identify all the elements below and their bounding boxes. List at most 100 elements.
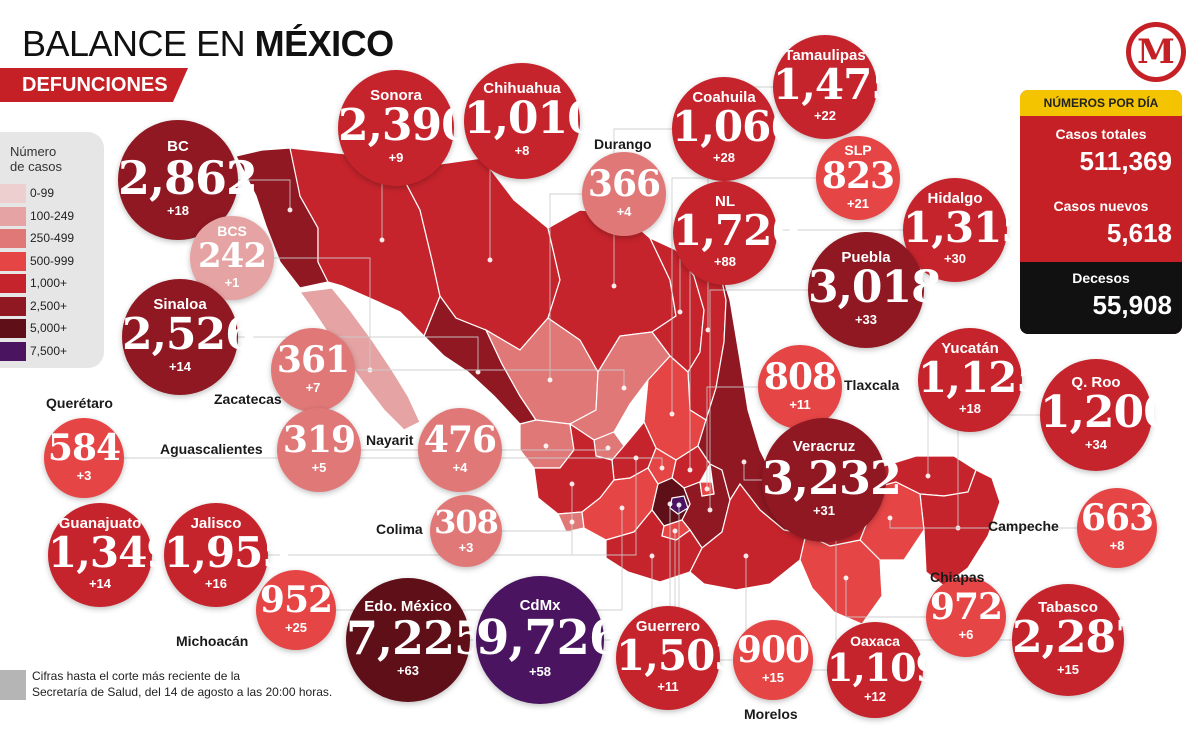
daily-increase: +9 [388, 149, 404, 165]
death-count: 366 [587, 162, 661, 205]
leader-dot-puebla [707, 507, 713, 513]
state-label-chiapas: Chiapas [930, 569, 985, 585]
death-count: 1,200 [1040, 386, 1174, 438]
state-label-morelos: Morelos [744, 706, 798, 722]
state-label-nayarit: Nayarit [366, 432, 414, 448]
death-count: 808 [763, 355, 837, 398]
state-bubble-cdmx: CdMx 9,726 +58 [476, 576, 622, 704]
state-bubble-queretaro: 584 +3 [44, 418, 124, 498]
daily-increase: +1 [224, 275, 240, 291]
daily-increase: +7 [305, 379, 321, 395]
daily-increase: +18 [958, 400, 982, 416]
state-bubble-guerrero: Guerrero 1,503 +11 [616, 606, 744, 710]
legend-label: 0-99 [30, 186, 55, 200]
legend-label: 7,500+ [30, 343, 68, 358]
panel-header: NÚMEROS POR DÍA [1020, 90, 1182, 116]
state-bubble-morelos: 900 +15 [733, 620, 813, 700]
state-bubble-aguascalientes: 319 +5 [277, 408, 361, 492]
state-name: Sinaloa [153, 295, 207, 313]
daily-increase: +12 [863, 689, 887, 705]
state-bubble-bcs: BCS 242 +1 [190, 216, 274, 300]
death-count: 972 [929, 585, 1003, 628]
state-name: Tabasco [1038, 598, 1098, 616]
death-count: 308 [434, 503, 499, 542]
leader-line-queretaro [84, 457, 663, 468]
death-count: 3,018 [808, 261, 942, 313]
state-name: Chihuahua [483, 79, 561, 97]
legend-item: 100-249 [0, 206, 104, 229]
state-name: Jalisco [190, 514, 242, 532]
legend-title: Número de casos [10, 144, 63, 174]
state-name: Yucatán [941, 339, 999, 357]
leader-dot-sonora [379, 237, 385, 243]
daily-increase: +21 [846, 196, 870, 212]
leader-line-sinaloa [180, 336, 479, 372]
daily-increase: +31 [812, 502, 836, 518]
state-bubble-tabasco: Tabasco 2,287 +15 [1012, 584, 1146, 696]
death-count: 476 [423, 418, 497, 461]
state-bubble-jalisco: Jalisco 1,955 +16 [164, 503, 292, 607]
death-count: 2,862 [118, 150, 258, 205]
death-count: 1,125 [918, 352, 1046, 402]
death-count: 9,726 [476, 609, 622, 666]
leader-dot-hidalgo [687, 467, 693, 473]
legend-item: 250-499 [0, 229, 104, 251]
death-count: 1,955 [164, 527, 292, 577]
death-count: 1,010 [464, 92, 598, 144]
death-count: 663 [1080, 496, 1154, 539]
total-cases-value: 511,369 [1079, 146, 1172, 176]
death-count: 7,225 [346, 610, 486, 665]
legend-label: 1,000+ [30, 276, 68, 290]
death-count: 2,526 [122, 308, 256, 360]
legend-label: 100-249 [30, 208, 75, 223]
state-name: CdMx [519, 596, 561, 614]
daily-increase: +25 [284, 619, 308, 635]
death-count: 952 [259, 578, 333, 621]
state-bubble-sonora: Sonora 2,390 +9 [338, 70, 472, 186]
state-name: Coahuila [692, 88, 756, 106]
leader-dot-oaxaca [743, 553, 749, 559]
state-bubble-coahuila: Coahuila 1,066 +28 [672, 77, 800, 181]
death-count: 1,503 [616, 630, 744, 680]
leader-dot-guanajuato [633, 455, 639, 461]
daily-increase: +30 [943, 250, 967, 266]
legend-swatch [0, 229, 26, 248]
legend-label: 2,500+ [30, 298, 68, 313]
death-count: 1,066 [672, 101, 800, 151]
daily-increase: +88 [713, 253, 737, 269]
death-count: 1,475 [773, 59, 901, 109]
state-bubble-q-roo: Q. Roo 1,200 +34 [1040, 359, 1174, 471]
leader-dot-cdmx [676, 502, 682, 508]
daily-increase: +8 [1109, 537, 1125, 553]
legend-swatch [0, 274, 26, 293]
leader-dot-morelos [672, 528, 678, 534]
daily-increase: +14 [88, 575, 112, 591]
leader-line-campeche [889, 518, 1117, 529]
state-label-aguascalientes: Aguascalientes [160, 441, 263, 457]
leader-dot-slp [669, 411, 675, 417]
death-count: 1,109 [827, 645, 942, 691]
death-count: 2,287 [1012, 611, 1146, 663]
deaths-value: 55,908 [1092, 290, 1172, 320]
state-bubble-durango: 366 +4 [582, 152, 666, 236]
state-bubble-tlaxcala: 808 +11 [758, 345, 842, 429]
death-count: 2,390 [338, 99, 472, 151]
death-count: 584 [47, 426, 121, 469]
leader-line-jalisco [216, 484, 573, 556]
state-label-queretaro: Querétaro [46, 395, 113, 411]
state-bubble-guanajuato: Guanajuato 1,349 +14 [48, 503, 176, 607]
death-count: 242 [198, 236, 267, 277]
state-bubble-hidalgo: Hidalgo 1,315 +30 [903, 178, 1031, 282]
state-name: NL [715, 192, 735, 210]
leader-dot-zacatecas [621, 385, 627, 391]
legend-item: 2,500+ [0, 296, 104, 319]
daily-increase: +58 [528, 663, 552, 679]
legend-swatch [0, 341, 26, 361]
daily-increase: +18 [166, 202, 190, 218]
daily-increase: +11 [789, 396, 811, 412]
state-bubble-yucatan: Yucatán 1,125 +18 [918, 328, 1046, 432]
state-label-tlaxcala: Tlaxcala [844, 377, 900, 393]
leader-dot-guerrero [649, 553, 655, 559]
state-name: Tamaulipas [784, 46, 866, 64]
leader-line-bcs [232, 257, 371, 370]
